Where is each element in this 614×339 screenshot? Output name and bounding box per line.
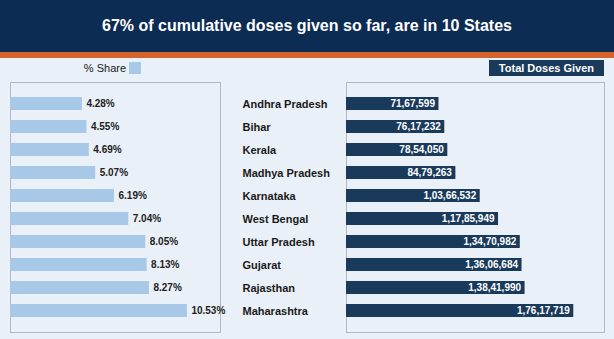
svg-text:4.69%: 4.69% — [93, 144, 121, 155]
html-text:% Share: % Share — [83, 62, 127, 74]
svg-text:1,38,41,990: 1,38,41,990 — [468, 282, 521, 293]
svg-text:West Bengal: West Bengal — [243, 213, 309, 225]
svg-text:1,36,06,684: 1,36,06,684 — [465, 259, 518, 270]
svg-text:1,76,17,719: 1,76,17,719 — [517, 305, 570, 316]
svg-text:Maharashtra: Maharashtra — [243, 305, 309, 317]
svg-text:Madhya Pradesh: Madhya Pradesh — [243, 167, 331, 179]
svg-text:4.28%: 4.28% — [86, 98, 114, 109]
svg-text:1,03,66,532: 1,03,66,532 — [423, 190, 476, 201]
svg-text:8.05%: 8.05% — [150, 236, 178, 247]
svg-text:78,54,050: 78,54,050 — [399, 144, 444, 155]
svg-text:Gujarat: Gujarat — [243, 259, 282, 271]
svg-text:6.19%: 6.19% — [118, 190, 146, 201]
svg-text:5.07%: 5.07% — [100, 167, 128, 178]
html-text:67% of cumulative doses given: 67% of cumulative doses given so far, ar… — [102, 17, 512, 34]
svg-text:8.27%: 8.27% — [153, 282, 181, 293]
svg-text:76,17,232: 76,17,232 — [396, 121, 441, 132]
svg-text:1,17,85,949: 1,17,85,949 — [442, 213, 495, 224]
svg-text:Rajasthan: Rajasthan — [243, 282, 296, 294]
svg-text:10.53%: 10.53% — [191, 305, 225, 316]
svg-text:84,79,263: 84,79,263 — [407, 167, 452, 178]
svg-text:Andhra Pradesh: Andhra Pradesh — [243, 98, 328, 110]
svg-text:8.13%: 8.13% — [151, 259, 179, 270]
svg-text:Bihar: Bihar — [243, 121, 272, 133]
svg-text:Kerala: Kerala — [243, 144, 278, 156]
svg-text:Uttar Pradesh: Uttar Pradesh — [243, 236, 315, 248]
svg-text:7.04%: 7.04% — [133, 213, 161, 224]
html-text:Total Doses Given: Total Doses Given — [498, 62, 594, 74]
svg-text:Karnataka: Karnataka — [243, 190, 297, 202]
svg-text:4.55%: 4.55% — [91, 121, 119, 132]
svg-text:1,34,70,982: 1,34,70,982 — [463, 236, 516, 247]
svg-text:71,67,599: 71,67,599 — [390, 98, 435, 109]
